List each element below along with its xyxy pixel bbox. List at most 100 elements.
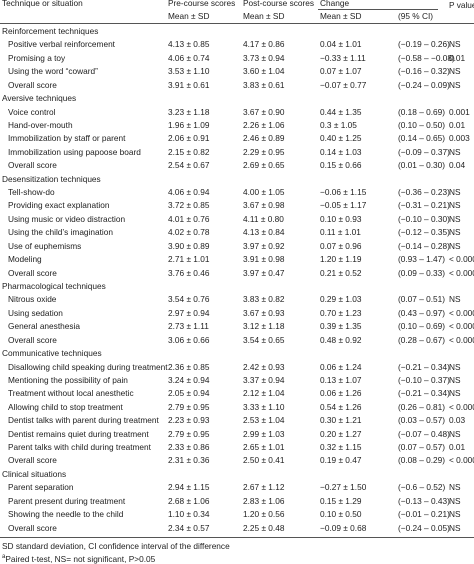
cell: 1.20 ± 1.19	[320, 254, 362, 265]
cell: 0.06 ± 1.26	[320, 388, 362, 399]
row-label: Using sedation	[8, 307, 63, 318]
cell: 1.96 ± 1.09	[168, 119, 210, 130]
cell: (−0.13 – 0.43)	[398, 495, 450, 506]
row-label: Mentioning the possibility of pain	[8, 374, 128, 385]
cell: NS	[449, 200, 461, 211]
cell: 1.10 ± 0.34	[168, 509, 210, 520]
section-title: Communicative techniques	[2, 348, 102, 359]
cell: 0.10 ± 0.93	[320, 213, 362, 224]
cell: 0.03	[449, 415, 466, 426]
cell: 0.20 ± 1.27	[320, 428, 362, 439]
cell: 2.94 ± 1.15	[168, 482, 210, 493]
cell: 3.76 ± 0.46	[168, 267, 210, 278]
cell: (0.03 – 0.57)	[398, 415, 446, 426]
row-label: Tell-show-do	[8, 187, 55, 198]
header-rule	[0, 23, 474, 24]
column-header: Change	[320, 0, 350, 8]
cell: < 0.0001	[449, 401, 474, 412]
cell: (−0.19 – 0.26)	[398, 39, 450, 50]
section-title: Aversive techniques	[2, 93, 77, 104]
cell: 0.003	[449, 133, 470, 144]
cell: 3.90 ± 0.89	[168, 240, 210, 251]
cell: NS	[449, 146, 461, 157]
cell: 0.70 ± 1.23	[320, 307, 362, 318]
cell: (−0.09 – 0.37)	[398, 146, 450, 157]
cell: (0.18 – 0.69)	[398, 106, 446, 117]
cell: 0.06 ± 1.24	[320, 361, 362, 372]
cell: 2.53 ± 1.04	[243, 415, 285, 426]
cell: (−0.21 – 0.34)	[398, 361, 450, 372]
row-label: Overall score	[8, 79, 57, 90]
cell: NS	[449, 495, 461, 506]
row-label: Using music or video distraction	[8, 213, 126, 224]
cell: 4.01 ± 0.76	[168, 213, 210, 224]
column-subheader: (95 % CI)	[398, 11, 434, 21]
change-rule	[318, 9, 438, 10]
cell: NS	[449, 227, 461, 238]
row-label: Using the word “coward”	[8, 66, 98, 77]
cell: 3.24 ± 0.94	[168, 374, 210, 385]
section-title: Desensitization techniques	[2, 173, 101, 184]
cell: NS	[449, 187, 461, 198]
cell: 2.79 ± 0.95	[168, 428, 210, 439]
cell: 3.97 ± 0.92	[243, 240, 285, 251]
cell: 2.36 ± 0.85	[168, 361, 210, 372]
cell: −0.27 ± 1.50	[320, 482, 367, 493]
cell: 2.79 ± 0.95	[168, 401, 210, 412]
cell: 0.15 ± 1.29	[320, 495, 362, 506]
cell: 2.54 ± 0.67	[168, 160, 210, 171]
cell: < 0.0001	[449, 321, 474, 332]
cell: 4.13 ± 0.85	[168, 39, 210, 50]
cell: 2.97 ± 0.94	[168, 307, 210, 318]
cell: 2.71 ± 1.01	[168, 254, 210, 265]
cell: NS	[449, 509, 461, 520]
cell: (−0.10 – 0.37)	[398, 374, 450, 385]
cell: 3.23 ± 1.18	[168, 106, 210, 117]
row-label: Disallowing child speaking during treatm…	[8, 361, 168, 372]
row-label: Overall score	[8, 267, 57, 278]
cell: 0.10 ± 0.50	[320, 509, 362, 520]
row-label: Showing the needle to the child	[8, 509, 124, 520]
cell: 2.68 ± 1.06	[168, 495, 210, 506]
cell: 0.01	[449, 52, 466, 63]
row-label: Allowing child to stop treatment	[8, 401, 123, 412]
row-label: Voice control	[8, 106, 56, 117]
cell: 2.33 ± 0.86	[168, 442, 210, 453]
cell: 2.50 ± 0.41	[243, 455, 285, 466]
row-label: Overall score	[8, 455, 57, 466]
cell: NS	[449, 388, 461, 399]
cell: −0.07 ± 0.77	[320, 79, 367, 90]
footnote: SD standard deviation, CI confidence int…	[2, 541, 230, 551]
cell: 2.69 ± 0.65	[243, 160, 285, 171]
cell: 3.53 ± 1.10	[168, 66, 210, 77]
cell: 0.30 ± 1.21	[320, 415, 362, 426]
cell: NS	[449, 39, 461, 50]
cell: 0.15 ± 0.66	[320, 160, 362, 171]
cell: (0.08 – 0.29)	[398, 455, 446, 466]
cell: 0.04 ± 1.01	[320, 39, 362, 50]
row-label: Providing exact explanation	[8, 200, 110, 211]
cell: 3.54 ± 0.76	[168, 294, 210, 305]
cell: 0.07 ± 0.96	[320, 240, 362, 251]
cell: (−0.21 – 0.34)	[398, 388, 450, 399]
cell: (0.01 – 0.30)	[398, 160, 446, 171]
cell: NS	[449, 240, 461, 251]
column-subheader: Mean ± SD	[168, 11, 210, 21]
cell: NS	[449, 428, 461, 439]
row-label: Nitrous oxide	[8, 294, 57, 305]
cell: 2.46 ± 0.89	[243, 133, 285, 144]
cell: (0.07 – 0.57)	[398, 442, 446, 453]
cell: 3.91 ± 0.98	[243, 254, 285, 265]
cell: 4.13 ± 0.84	[243, 227, 285, 238]
cell: 2.12 ± 1.04	[243, 388, 285, 399]
cell: NS	[449, 213, 461, 224]
cell: 4.06 ± 0.94	[168, 187, 210, 198]
column-header: Technique or situation	[2, 0, 83, 8]
cell: 0.32 ± 1.15	[320, 442, 362, 453]
cell: (0.26 – 0.81)	[398, 401, 446, 412]
cell: NS	[449, 79, 461, 90]
cell: 2.31 ± 0.36	[168, 455, 210, 466]
cell: 3.83 ± 0.61	[243, 79, 285, 90]
cell: 3.37 ± 0.94	[243, 374, 285, 385]
